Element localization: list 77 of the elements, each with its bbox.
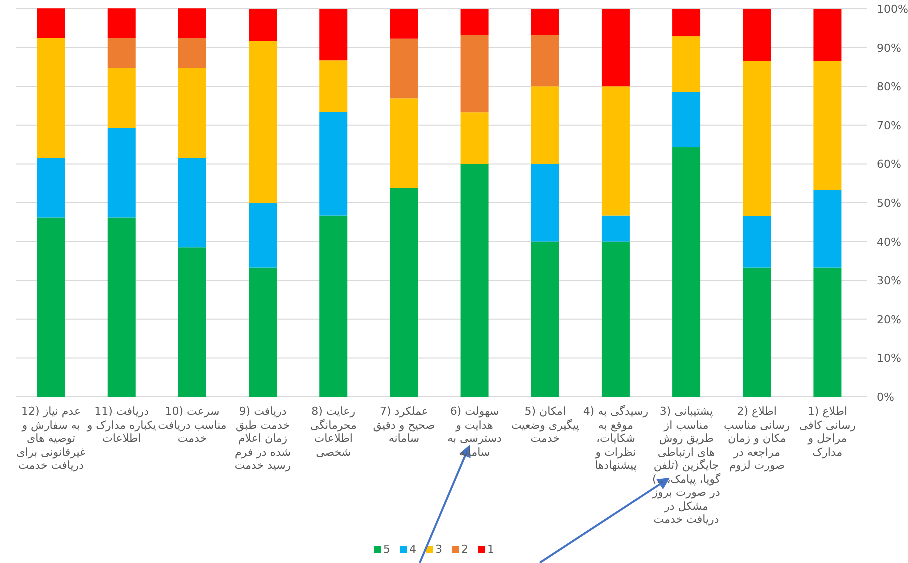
bar (531, 9, 560, 35)
bar (672, 9, 701, 37)
bar (531, 34, 560, 87)
bar (390, 38, 418, 99)
bar (672, 36, 701, 92)
y-tick-label: 80% (877, 80, 902, 94)
y-tick-label: 100% (877, 3, 908, 16)
y-tick-label: 90% (877, 42, 902, 55)
bar (178, 158, 206, 248)
legend-label: 5 (384, 543, 390, 556)
bar (602, 216, 630, 242)
bar (249, 9, 278, 42)
bar (390, 98, 418, 188)
x-tick-label: 4) رسیدگی به موقع به شکایات، نظرات و پیشنهادها (582, 405, 650, 472)
bar (320, 60, 348, 112)
legend-label: 1 (488, 543, 494, 556)
bar (108, 68, 136, 128)
y-tick-label: 20% (877, 313, 902, 326)
bar (531, 164, 560, 242)
x-tick-label: 9) دریافت خدمت طبق زمان اعلام شده در فرم رسید خدمت (234, 405, 292, 472)
x-tick-label: 1) اطلاع رسانی کافی مراحل و مدارک (798, 405, 858, 459)
bar (390, 9, 418, 39)
bar (390, 188, 418, 397)
bar (531, 86, 560, 164)
x-tick-label: 11) دریافت یکباره مدارک و اطلاعات (86, 405, 157, 446)
bar (602, 9, 630, 87)
bar (37, 8, 66, 38)
bar (672, 92, 701, 148)
y-tick-label: 30% (877, 274, 902, 288)
bar (320, 216, 348, 397)
bar (108, 8, 136, 38)
y-tick-label: 60% (877, 158, 902, 172)
bar (108, 128, 136, 218)
bar (37, 158, 66, 218)
x-tick-label: 7) عملکرد صحیح و دقیق سامانه (372, 405, 436, 446)
bar (743, 216, 772, 268)
bar (37, 38, 66, 158)
bar (672, 148, 701, 397)
x-tick-label: 2) اطلاع رسانی مناسب مکان و زمان مراجعه در صورت لزوم (723, 405, 792, 472)
bar (460, 112, 489, 164)
x-tick-label: 12) عدم نیاز به سفارش و توصیه های غیرقانونی برای دریافت خدمت (16, 405, 86, 472)
bar (108, 38, 136, 68)
bar (460, 34, 489, 113)
x-tick-label: 8) رعایت محرمانگی اطلاعات شخصی (309, 405, 358, 459)
bar (178, 8, 206, 38)
bar (249, 203, 278, 268)
bar (531, 242, 560, 397)
bar (460, 164, 489, 397)
y-tick-label: 70% (877, 119, 902, 132)
bar (37, 218, 66, 397)
bar (249, 268, 278, 397)
bar (460, 9, 489, 35)
bar (743, 9, 772, 61)
legend-label: 2 (462, 543, 468, 556)
bar (320, 9, 348, 61)
y-tick-label: 50% (877, 197, 902, 210)
legend-label: 3 (436, 543, 442, 556)
bar (814, 268, 842, 397)
bar (814, 60, 842, 190)
x-tick-label: 5) امکان پیگیری وضعیت خدمت (510, 405, 580, 446)
bar (743, 60, 772, 216)
bar (743, 268, 772, 397)
y-tick-label: 0% (877, 391, 894, 404)
bar (178, 38, 206, 68)
bar (178, 248, 206, 397)
bar (249, 41, 278, 203)
bar (320, 112, 348, 216)
bar (178, 68, 206, 158)
x-tick-label: 10) سرعت مناسب دریافت خدمت (157, 405, 228, 446)
bar (108, 218, 136, 397)
y-tick-label: 40% (877, 236, 902, 249)
bar (814, 9, 842, 61)
legend-label: 4 (410, 543, 416, 556)
bar (602, 242, 630, 397)
bar (814, 190, 842, 268)
y-tick-label: 10% (877, 352, 902, 366)
bar (602, 86, 630, 216)
